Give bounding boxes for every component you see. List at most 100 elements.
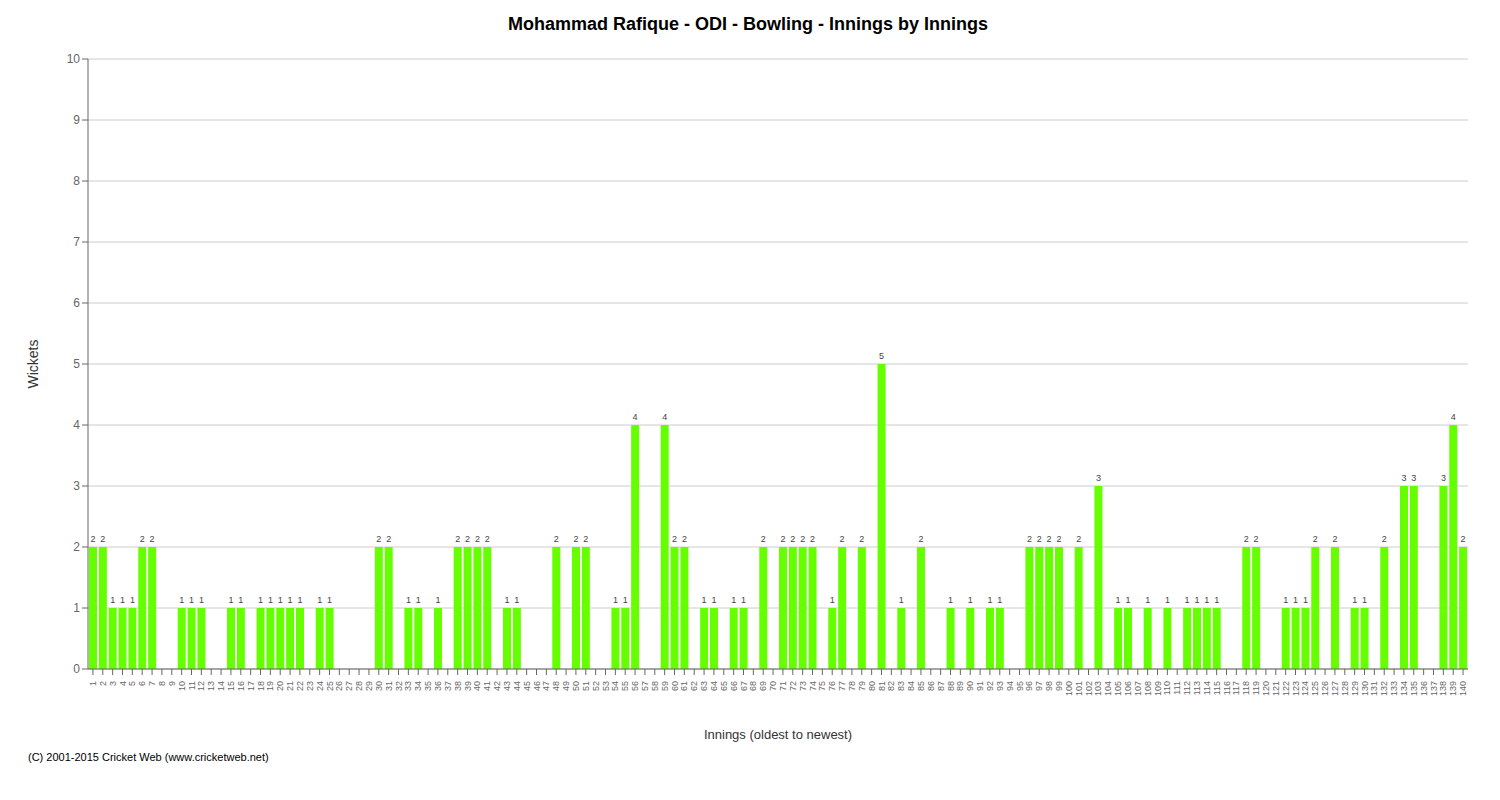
svg-text:129: 129 xyxy=(1350,681,1360,696)
svg-text:4: 4 xyxy=(118,681,128,686)
svg-text:1: 1 xyxy=(1352,595,1357,605)
svg-text:3: 3 xyxy=(108,681,118,686)
svg-text:30: 30 xyxy=(374,681,384,691)
svg-text:124: 124 xyxy=(1300,681,1310,696)
svg-text:108: 108 xyxy=(1143,681,1153,696)
svg-text:127: 127 xyxy=(1330,681,1340,696)
svg-text:36: 36 xyxy=(433,681,443,691)
svg-text:102: 102 xyxy=(1084,681,1094,696)
svg-text:1: 1 xyxy=(88,681,98,686)
svg-text:140: 140 xyxy=(1458,681,1468,696)
svg-text:59: 59 xyxy=(660,681,670,691)
svg-text:45: 45 xyxy=(522,681,532,691)
svg-text:1: 1 xyxy=(179,595,184,605)
svg-text:1: 1 xyxy=(110,595,115,605)
svg-text:0: 0 xyxy=(73,662,80,676)
svg-text:1: 1 xyxy=(899,595,904,605)
svg-text:1: 1 xyxy=(327,595,332,605)
svg-text:72: 72 xyxy=(788,681,798,691)
svg-text:50: 50 xyxy=(571,681,581,691)
svg-text:86: 86 xyxy=(926,681,936,691)
svg-text:1: 1 xyxy=(830,595,835,605)
svg-text:1: 1 xyxy=(435,595,440,605)
svg-text:95: 95 xyxy=(1015,681,1025,691)
svg-text:16: 16 xyxy=(236,681,246,691)
svg-text:2: 2 xyxy=(554,534,559,544)
svg-text:1: 1 xyxy=(731,595,736,605)
svg-text:1: 1 xyxy=(1293,595,1298,605)
svg-text:2: 2 xyxy=(1244,534,1249,544)
svg-text:2: 2 xyxy=(918,534,923,544)
svg-text:2: 2 xyxy=(583,534,588,544)
svg-text:62: 62 xyxy=(689,681,699,691)
svg-text:1: 1 xyxy=(987,595,992,605)
svg-text:1: 1 xyxy=(1204,595,1209,605)
svg-text:121: 121 xyxy=(1271,681,1281,696)
svg-text:33: 33 xyxy=(403,681,413,691)
svg-text:4: 4 xyxy=(73,418,80,432)
svg-text:4: 4 xyxy=(1451,412,1456,422)
svg-text:21: 21 xyxy=(285,681,295,691)
svg-text:32: 32 xyxy=(394,681,404,691)
svg-text:93: 93 xyxy=(995,681,1005,691)
svg-text:2: 2 xyxy=(672,534,677,544)
svg-text:58: 58 xyxy=(650,681,660,691)
svg-text:99: 99 xyxy=(1054,681,1064,691)
svg-text:66: 66 xyxy=(729,681,739,691)
svg-text:2: 2 xyxy=(1056,534,1061,544)
svg-text:51: 51 xyxy=(581,681,591,691)
svg-text:1: 1 xyxy=(997,595,1002,605)
svg-text:63: 63 xyxy=(699,681,709,691)
svg-text:119: 119 xyxy=(1251,681,1261,695)
svg-text:65: 65 xyxy=(719,681,729,691)
svg-text:1: 1 xyxy=(504,595,509,605)
svg-text:2: 2 xyxy=(1076,534,1081,544)
svg-text:114: 114 xyxy=(1202,681,1212,695)
svg-text:118: 118 xyxy=(1241,681,1251,695)
svg-text:61: 61 xyxy=(679,681,689,691)
svg-text:2: 2 xyxy=(465,534,470,544)
svg-text:7: 7 xyxy=(73,235,80,249)
svg-text:10: 10 xyxy=(67,52,81,66)
svg-text:2: 2 xyxy=(455,534,460,544)
svg-text:8: 8 xyxy=(157,681,167,686)
svg-text:2: 2 xyxy=(475,534,480,544)
svg-text:11: 11 xyxy=(187,681,197,690)
svg-text:2: 2 xyxy=(573,534,578,544)
svg-text:1: 1 xyxy=(702,595,707,605)
svg-text:123: 123 xyxy=(1291,681,1301,696)
svg-text:24: 24 xyxy=(315,681,325,691)
svg-text:47: 47 xyxy=(541,681,551,691)
svg-text:76: 76 xyxy=(827,681,837,691)
svg-text:2: 2 xyxy=(780,534,785,544)
svg-text:136: 136 xyxy=(1419,681,1429,696)
svg-text:2: 2 xyxy=(682,534,687,544)
svg-text:77: 77 xyxy=(837,681,847,691)
svg-text:3: 3 xyxy=(1411,473,1416,483)
svg-text:1: 1 xyxy=(1116,595,1121,605)
svg-text:135: 135 xyxy=(1409,681,1419,696)
svg-text:48: 48 xyxy=(551,681,561,691)
svg-text:2: 2 xyxy=(790,534,795,544)
svg-text:13: 13 xyxy=(206,681,216,691)
svg-text:1: 1 xyxy=(1283,595,1288,605)
svg-text:53: 53 xyxy=(601,681,611,691)
svg-text:1: 1 xyxy=(317,595,322,605)
svg-text:2: 2 xyxy=(98,681,108,686)
svg-text:2: 2 xyxy=(840,534,845,544)
svg-text:39: 39 xyxy=(463,681,473,691)
svg-text:5: 5 xyxy=(127,681,137,686)
svg-text:46: 46 xyxy=(532,681,542,691)
svg-text:64: 64 xyxy=(709,681,719,691)
svg-text:110: 110 xyxy=(1162,681,1172,695)
svg-text:1: 1 xyxy=(278,595,283,605)
svg-text:111: 111 xyxy=(1172,681,1182,695)
svg-text:42: 42 xyxy=(492,681,502,691)
svg-text:2: 2 xyxy=(1461,534,1466,544)
svg-text:2: 2 xyxy=(485,534,490,544)
svg-text:1: 1 xyxy=(623,595,628,605)
svg-text:1: 1 xyxy=(948,595,953,605)
svg-text:20: 20 xyxy=(275,681,285,691)
svg-text:2: 2 xyxy=(73,540,80,554)
svg-text:78: 78 xyxy=(847,681,857,691)
